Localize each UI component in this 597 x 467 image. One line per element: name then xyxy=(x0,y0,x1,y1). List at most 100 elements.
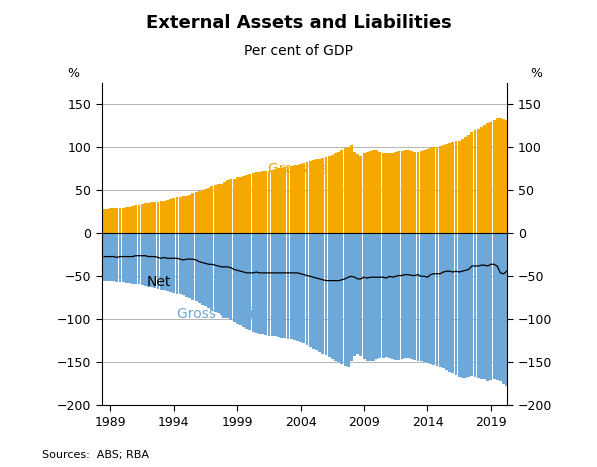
Bar xyxy=(277,234,280,337)
Bar xyxy=(442,145,445,234)
Bar xyxy=(245,175,248,234)
Bar xyxy=(233,179,236,234)
Text: Net: Net xyxy=(146,275,171,289)
Bar xyxy=(410,234,413,359)
Bar xyxy=(296,234,299,341)
Bar xyxy=(296,164,299,234)
Bar xyxy=(299,164,302,234)
Bar xyxy=(502,234,505,384)
Bar xyxy=(217,184,220,234)
Bar xyxy=(122,207,125,234)
Bar xyxy=(274,169,277,234)
Bar xyxy=(302,234,305,343)
Bar xyxy=(188,195,191,234)
Bar xyxy=(509,234,512,389)
Bar xyxy=(255,172,258,234)
Bar xyxy=(134,205,137,234)
Bar xyxy=(391,153,394,234)
Bar xyxy=(328,156,331,234)
Bar xyxy=(458,141,461,234)
Text: Sources:  ABS; RBA: Sources: ABS; RBA xyxy=(42,450,149,460)
Bar xyxy=(512,118,515,234)
Bar xyxy=(125,207,128,234)
Bar xyxy=(188,234,191,298)
Bar xyxy=(156,202,159,234)
Bar xyxy=(192,234,195,299)
Bar xyxy=(490,121,493,234)
Bar xyxy=(261,234,264,334)
Bar xyxy=(309,161,312,234)
Bar xyxy=(473,130,476,234)
Bar xyxy=(153,202,156,234)
Bar xyxy=(166,234,169,291)
Bar xyxy=(461,139,464,234)
Bar xyxy=(429,234,432,364)
Bar xyxy=(493,234,496,380)
Bar xyxy=(137,205,140,234)
Bar xyxy=(179,197,181,234)
Bar xyxy=(229,179,232,234)
Bar xyxy=(496,118,498,234)
Bar xyxy=(242,176,245,234)
Bar xyxy=(270,234,273,336)
Bar xyxy=(499,118,502,234)
Bar xyxy=(128,207,131,234)
Bar xyxy=(302,163,305,234)
Bar xyxy=(477,234,479,378)
Bar xyxy=(486,123,489,234)
Bar xyxy=(198,234,201,303)
Bar xyxy=(344,149,346,234)
Bar xyxy=(160,201,162,234)
Bar xyxy=(176,234,179,294)
Bar xyxy=(458,234,461,377)
Bar xyxy=(454,142,457,234)
Text: Gross Liabilities: Gross Liabilities xyxy=(177,307,286,321)
Bar xyxy=(480,127,483,234)
Bar xyxy=(207,234,210,308)
Bar xyxy=(467,134,470,234)
Bar xyxy=(293,165,296,234)
Bar xyxy=(467,234,470,377)
Bar xyxy=(499,234,502,381)
Bar xyxy=(125,234,128,283)
Bar xyxy=(128,234,131,283)
Bar xyxy=(344,234,346,366)
Bar xyxy=(267,234,270,336)
Bar xyxy=(359,156,362,234)
Bar xyxy=(359,234,362,356)
Bar xyxy=(185,196,188,234)
Bar xyxy=(115,234,118,283)
Text: External Assets and Liabilities: External Assets and Liabilities xyxy=(146,14,451,32)
Bar xyxy=(420,234,423,361)
Bar xyxy=(321,234,324,354)
Bar xyxy=(144,203,147,234)
Bar xyxy=(353,152,356,234)
Bar xyxy=(109,208,112,234)
Bar xyxy=(369,151,372,234)
Bar xyxy=(505,120,508,234)
Bar xyxy=(173,234,176,293)
Bar xyxy=(106,234,109,281)
Bar xyxy=(401,234,404,359)
Bar xyxy=(258,234,261,334)
Bar xyxy=(242,234,245,327)
Bar xyxy=(454,234,457,375)
Bar xyxy=(306,234,309,345)
Bar xyxy=(137,234,140,284)
Bar xyxy=(429,149,432,234)
Bar xyxy=(391,234,394,359)
Bar xyxy=(103,209,106,234)
Bar xyxy=(464,137,467,234)
Bar xyxy=(204,189,207,234)
Bar xyxy=(163,201,166,234)
Bar xyxy=(394,152,397,234)
Bar xyxy=(267,170,270,234)
Bar xyxy=(362,154,365,234)
Bar xyxy=(426,149,429,234)
Bar xyxy=(315,234,318,350)
Bar xyxy=(470,132,473,234)
Bar xyxy=(518,234,521,395)
Bar xyxy=(176,197,179,234)
Bar xyxy=(318,159,321,234)
Bar xyxy=(147,234,150,287)
